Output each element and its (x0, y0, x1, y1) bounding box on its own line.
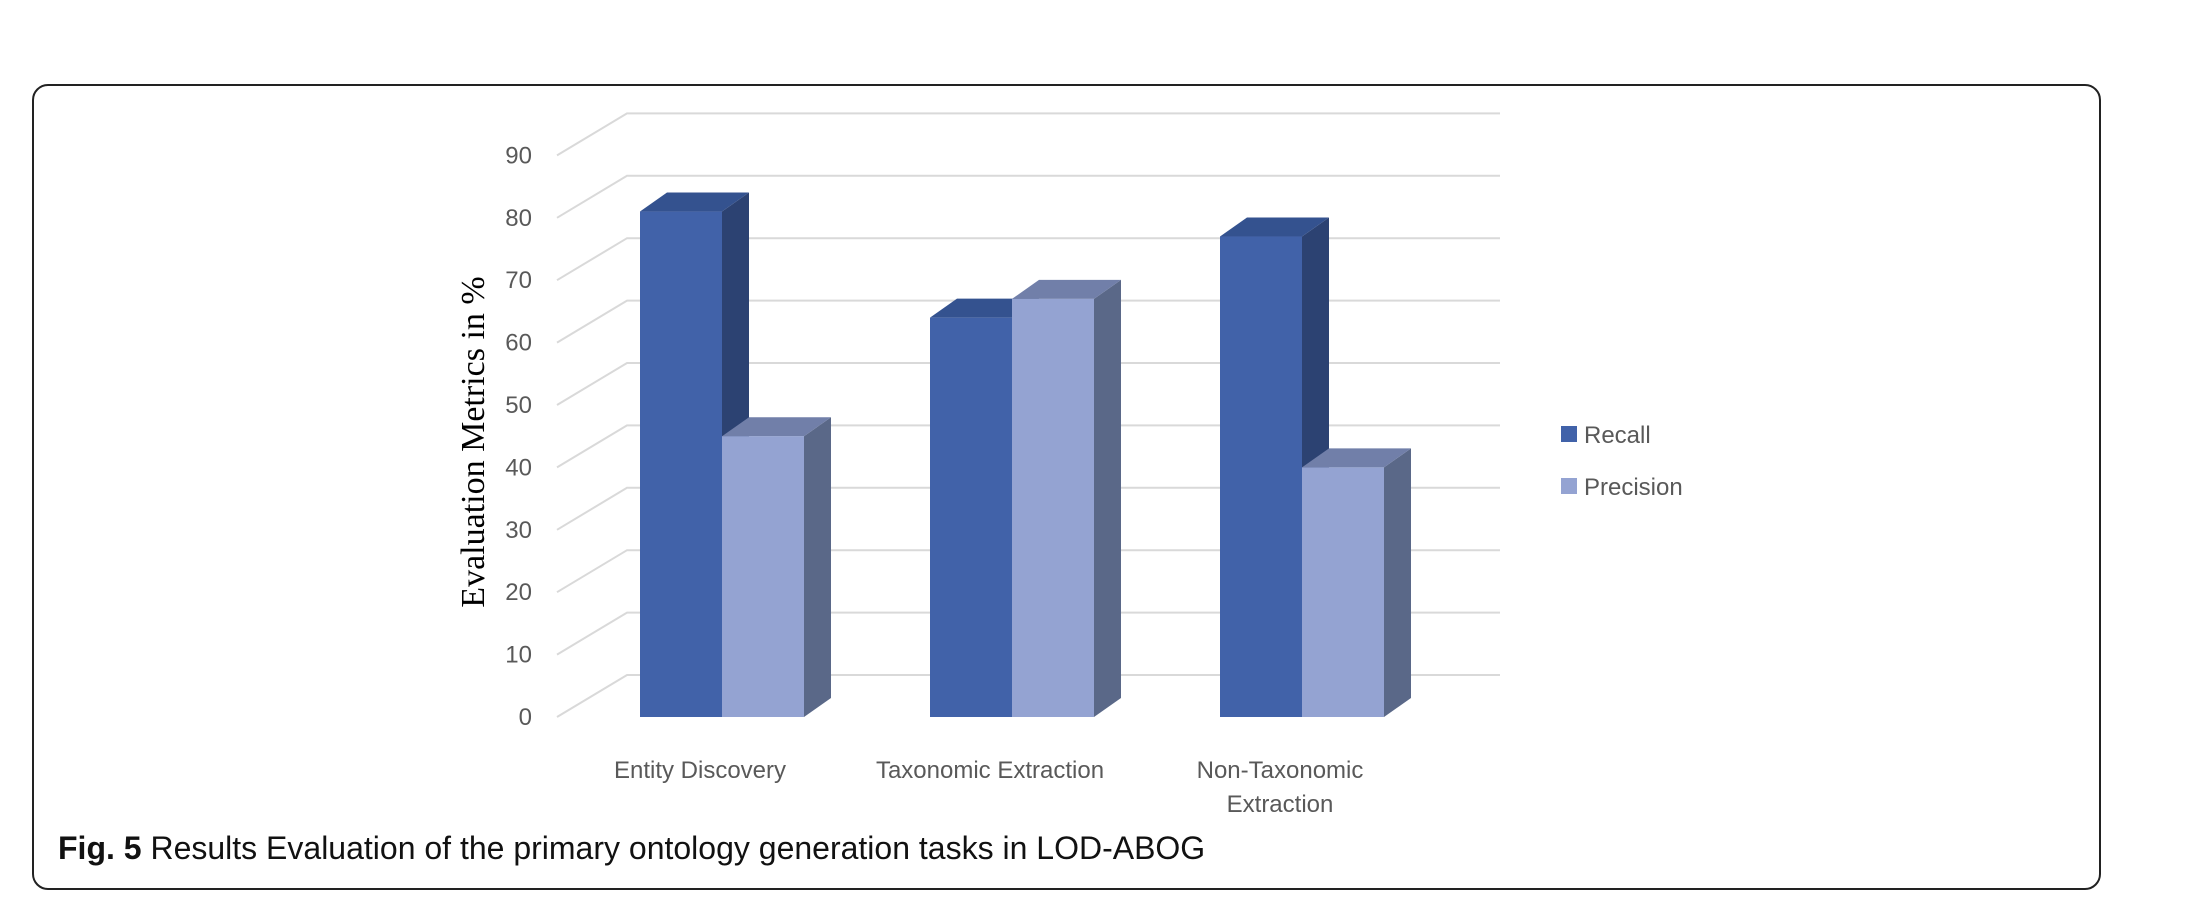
bar-top (722, 417, 831, 437)
y-tick-label: 90 (505, 142, 532, 169)
gridline (556, 174, 1500, 219)
y-tick-label: 80 (505, 205, 532, 232)
y-tick-label: 60 (505, 330, 532, 357)
gridline (556, 424, 1500, 469)
x-category-label: Taxonomic Extraction (876, 757, 1104, 784)
figure-caption-text: Results Evaluation of the primary ontolo… (141, 830, 1206, 866)
legend-swatch-precision (1561, 478, 1577, 494)
bar-side (1384, 448, 1411, 717)
bar-precision (722, 417, 831, 717)
figure-caption-label: Fig. 5 (58, 830, 142, 866)
bar-front (1302, 467, 1384, 717)
bar-front (722, 436, 804, 717)
gridline (556, 486, 1500, 531)
bar-top (930, 298, 1039, 318)
y-axis-ticks: 0 10 20 30 40 50 60 70 80 90 (505, 142, 532, 731)
x-axis-labels: Entity Discovery Taxonomic Extraction Non-… (614, 757, 1363, 818)
gridline (556, 237, 1500, 282)
bar-side (804, 417, 831, 717)
gridline (556, 674, 1500, 718)
grid-layer (556, 112, 1500, 718)
bar-front (930, 317, 1012, 717)
gridline (556, 611, 1500, 656)
figure-caption: Fig. 5 Results Evaluation of the primary… (58, 830, 1205, 867)
x-category-label: Entity Discovery (614, 757, 786, 784)
y-tick-label: 20 (505, 579, 532, 606)
y-tick-label: 70 (505, 267, 532, 294)
y-tick-label: 30 (505, 517, 532, 544)
bar-front (640, 211, 722, 717)
bar-top (1220, 217, 1329, 237)
y-axis-label: Evaluation Metrics in % (455, 276, 492, 607)
gridline (556, 549, 1500, 594)
bar-top (640, 192, 749, 212)
bar-front (1012, 298, 1094, 717)
bar-top (1012, 279, 1121, 299)
legend-label-recall: Recall (1584, 422, 1651, 449)
legend-swatch-recall (1561, 426, 1577, 442)
y-tick-label: 10 (505, 642, 532, 669)
gridline (556, 362, 1500, 406)
x-category-label: Extraction (1227, 791, 1334, 818)
gridline (556, 112, 1500, 157)
x-category-label: Non-Taxonomic (1197, 757, 1364, 784)
gridline (556, 299, 1500, 344)
legend: Recall Precision (1561, 422, 1683, 501)
bar-precision (1302, 448, 1411, 717)
legend-label-precision: Precision (1584, 474, 1683, 501)
y-tick-label: 40 (505, 454, 532, 481)
bar-top (1302, 448, 1411, 468)
bar-front (1220, 236, 1302, 717)
bar-side (1094, 279, 1121, 717)
y-tick-label: 0 (519, 704, 532, 731)
bar-layer (640, 192, 1411, 717)
bar-precision (1012, 279, 1121, 717)
y-tick-label: 50 (505, 392, 532, 419)
